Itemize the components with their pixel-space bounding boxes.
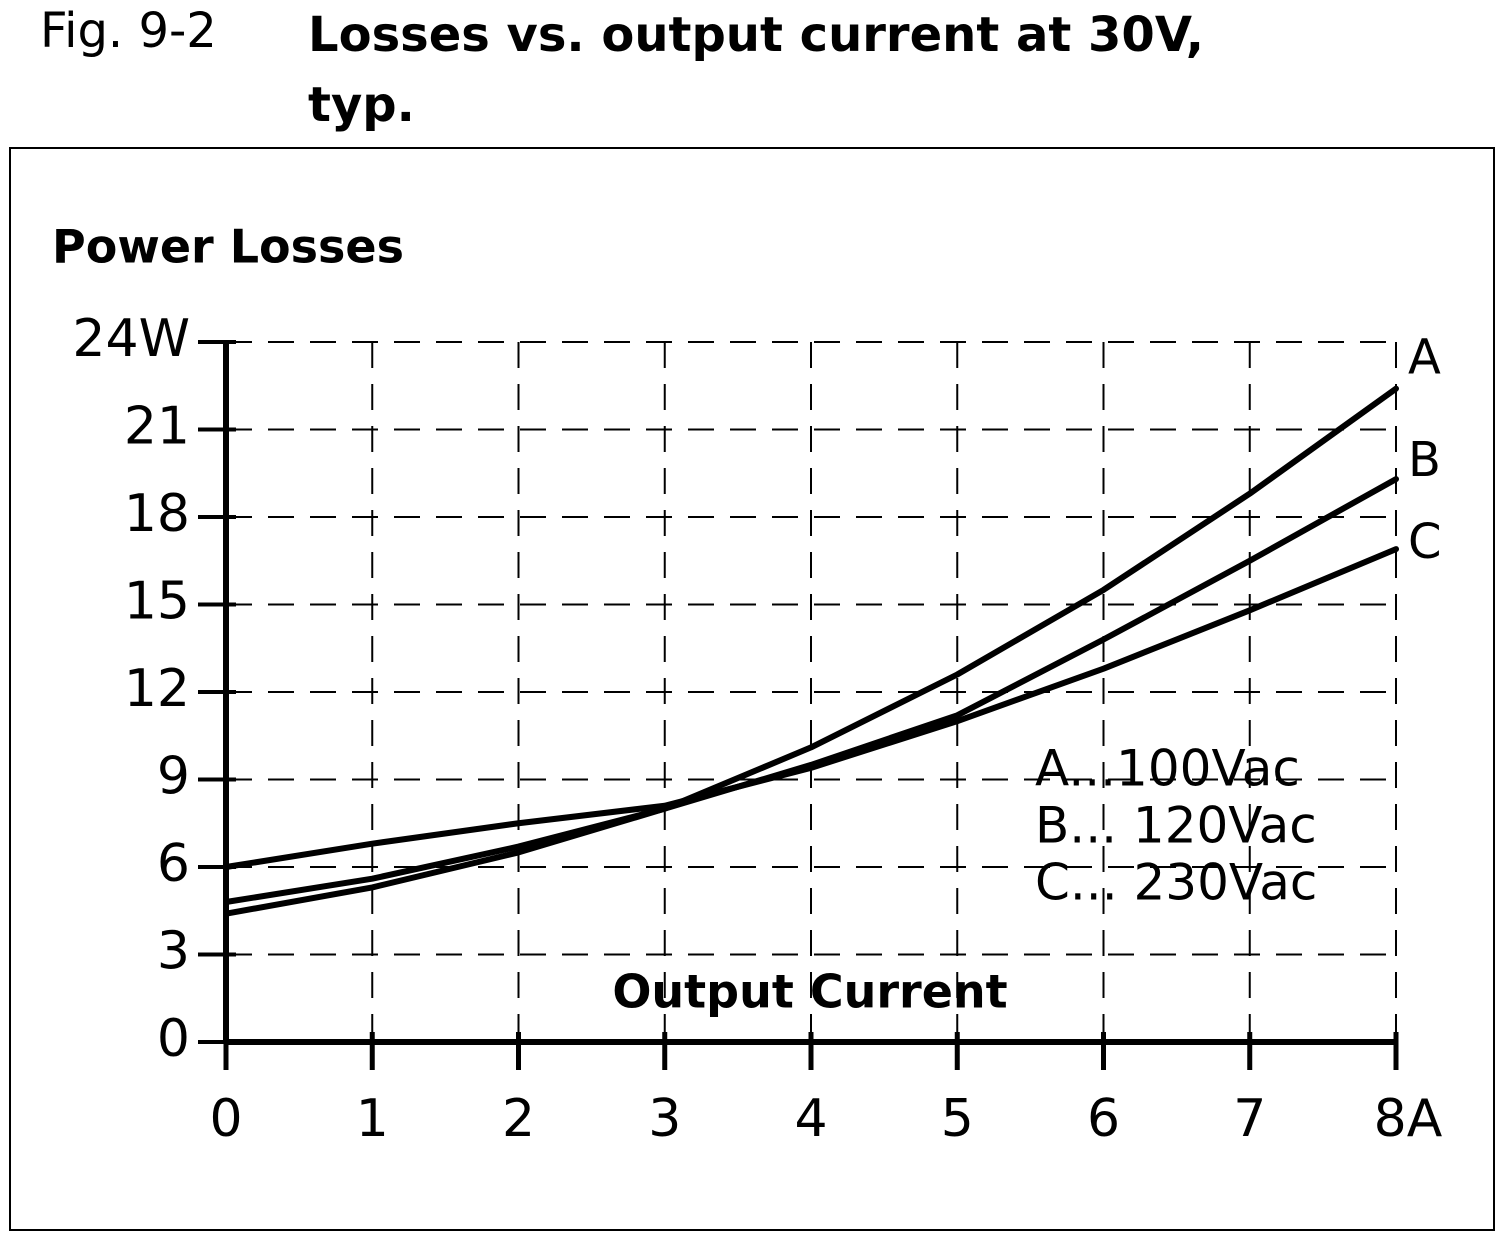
frame [9,147,1495,1231]
y-tick-label: 18 [124,484,190,544]
series-end-label: A [1408,330,1441,386]
y-tick-label: 6 [157,834,190,894]
series-line [223,546,1399,870]
legend-entry: C... 230Vac [1035,854,1317,912]
y-tick-label: 24W [72,309,190,369]
x-tick-label: 3 [648,1089,681,1149]
legend-entry: A...100Vac [1035,740,1300,798]
x-tick-label: 7 [1233,1089,1266,1149]
series-line [223,385,1399,917]
x-tick-label: 0 [209,1089,242,1149]
figure-label: Fig. 9-2 [40,3,217,59]
y-tick-label: 9 [157,747,190,807]
x-tick-label: 4 [794,1089,827,1149]
x-tick-label: 1 [356,1089,389,1149]
x-tick-label: 5 [941,1089,974,1149]
series-end-label: C [1408,514,1442,570]
x-tick-label: 6 [1087,1089,1120,1149]
legend-entry: B... 120Vac [1035,797,1317,855]
y-tick-label: 15 [124,572,190,632]
y-tick-label: 21 [124,397,190,457]
y-tick-label: 3 [157,922,190,982]
y-axis-label: Power Losses [52,220,404,274]
series-end-label: B [1408,432,1441,488]
chart-title: Losses vs. output current at 30V, typ. [308,7,1205,133]
y-tick-label: 0 [157,1009,190,1069]
x-tick-label: 8A [1374,1089,1443,1149]
x-tick-label: 2 [502,1089,535,1149]
y-tick-label: 12 [124,659,190,719]
